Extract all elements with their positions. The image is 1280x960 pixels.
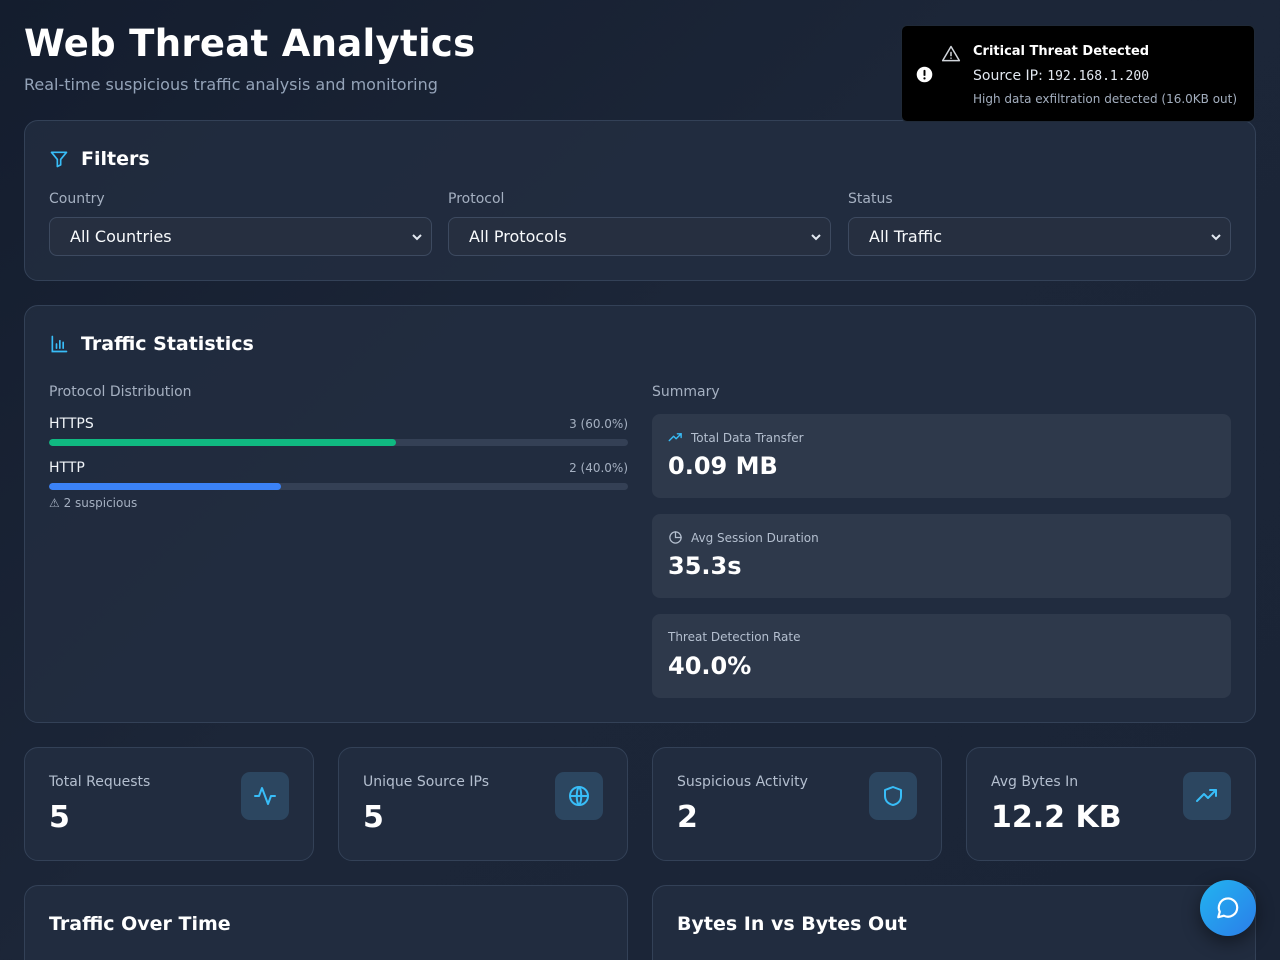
summary-item-value: 0.09 MB — [668, 452, 778, 480]
summary-item-label: Total Data Transfer — [691, 430, 804, 445]
country-select[interactable]: All Countries — [49, 217, 432, 256]
chat-button[interactable] — [1200, 880, 1256, 936]
protocol-row-https: HTTPS 3 (60.0%) — [49, 416, 628, 446]
bar-chart-icon — [51, 335, 68, 353]
toast-source-ip: 192.168.1.200 — [1047, 69, 1150, 84]
clock-icon — [669, 531, 682, 544]
country-select-value: All Countries — [70, 227, 172, 246]
toast-title: Critical Threat Detected — [973, 44, 1150, 59]
message-circle-icon — [1217, 897, 1239, 919]
metric-value: 5 — [49, 800, 70, 835]
toast-detail: High data exfiltration detected (16.0KB … — [973, 92, 1238, 106]
protocol-bar-track — [49, 439, 628, 446]
country-filter: Country All Countries — [49, 191, 432, 256]
bytes-in-out-card: Bytes In vs Bytes Out — [652, 885, 1256, 960]
protocol-distribution-label: Protocol Distribution — [49, 384, 192, 400]
warning-triangle-icon — [941, 45, 961, 62]
summary-threat-detection-rate: Threat Detection Rate 40.0% — [652, 614, 1231, 698]
summary-total-data-transfer: Total Data Transfer 0.09 MB — [652, 414, 1231, 498]
protocol-label: Protocol — [448, 191, 505, 207]
metric-total-requests: Total Requests 5 — [24, 747, 314, 861]
page-header: Web Threat Analytics Real-time suspiciou… — [24, 22, 475, 94]
protocol-bar-fill — [49, 483, 281, 490]
metric-label: Total Requests — [49, 774, 151, 790]
metric-label: Avg Bytes In — [991, 774, 1079, 790]
protocol-bar-fill — [49, 439, 397, 446]
protocol-name: HTTPS — [49, 416, 94, 432]
protocol-filter: Protocol All Protocols — [448, 191, 831, 256]
summary-avg-session-duration: Avg Session Duration 35.3s — [652, 514, 1231, 598]
metric-suspicious-activity: Suspicious Activity 2 — [652, 747, 942, 861]
metric-label: Suspicious Activity — [677, 774, 808, 790]
summary-item-label: Threat Detection Rate — [668, 630, 801, 644]
filters-panel: Filters Country All Countries Protocol A… — [24, 120, 1256, 281]
metric-value: 2 — [677, 800, 698, 835]
traffic-statistics-panel: Traffic Statistics Protocol Distribution… — [24, 305, 1256, 723]
toast-source: Source IP: 192.168.1.200 — [973, 68, 1149, 84]
trending-up-icon — [668, 433, 682, 442]
summary-item-value: 35.3s — [668, 552, 742, 580]
protocol-count: 2 (40.0%) — [569, 461, 628, 475]
summary-item-value: 40.0% — [668, 652, 752, 680]
filter-icon — [50, 151, 68, 168]
summary-item-label: Avg Session Duration — [691, 530, 819, 545]
protocol-select[interactable]: All Protocols — [448, 217, 831, 256]
shield-icon — [884, 786, 902, 806]
activity-icon — [254, 787, 276, 805]
traffic-over-time-card: Traffic Over Time — [24, 885, 628, 960]
critical-threat-toast[interactable]: Critical Threat Detected Source IP: 192.… — [901, 25, 1255, 122]
suspicious-note: ⚠ 2 suspicious — [49, 496, 138, 510]
summary-label: Summary — [652, 384, 720, 400]
alert-circle-icon — [916, 66, 933, 83]
country-label: Country — [49, 191, 105, 207]
traffic-over-time-title: Traffic Over Time — [49, 913, 231, 935]
chevron-down-icon — [811, 233, 821, 240]
traffic-statistics-heading: Traffic Statistics — [49, 333, 254, 355]
protocol-row-http: HTTP 2 (40.0%) ⚠ 2 suspicious — [49, 460, 628, 510]
protocol-count: 3 (60.0%) — [569, 417, 628, 431]
metric-value: 5 — [363, 800, 384, 835]
traffic-statistics-title: Traffic Statistics — [81, 333, 254, 355]
globe-icon — [569, 786, 589, 806]
protocol-bar-track — [49, 483, 628, 490]
metric-value: 12.2 KB — [991, 800, 1122, 835]
protocol-name: HTTP — [49, 460, 85, 476]
status-filter: Status All Traffic — [848, 191, 1231, 256]
chevron-down-icon — [1211, 233, 1221, 240]
chevron-down-icon — [412, 233, 422, 240]
metric-unique-source-ips: Unique Source IPs 5 — [338, 747, 628, 861]
metric-avg-bytes-in: Avg Bytes In 12.2 KB — [966, 747, 1256, 861]
trending-up-icon — [1196, 789, 1217, 802]
toast-source-prefix: Source IP: — [973, 68, 1048, 84]
protocol-select-value: All Protocols — [469, 227, 567, 246]
status-select-value: All Traffic — [869, 227, 942, 246]
page-title: Web Threat Analytics — [24, 22, 476, 65]
page-subtitle: Real-time suspicious traffic analysis an… — [24, 75, 438, 94]
filters-title: Filters — [81, 148, 150, 170]
metric-label: Unique Source IPs — [363, 774, 489, 790]
status-label: Status — [848, 191, 893, 207]
filters-heading: Filters — [49, 148, 150, 170]
status-select[interactable]: All Traffic — [848, 217, 1231, 256]
bytes-in-out-title: Bytes In vs Bytes Out — [677, 913, 907, 935]
